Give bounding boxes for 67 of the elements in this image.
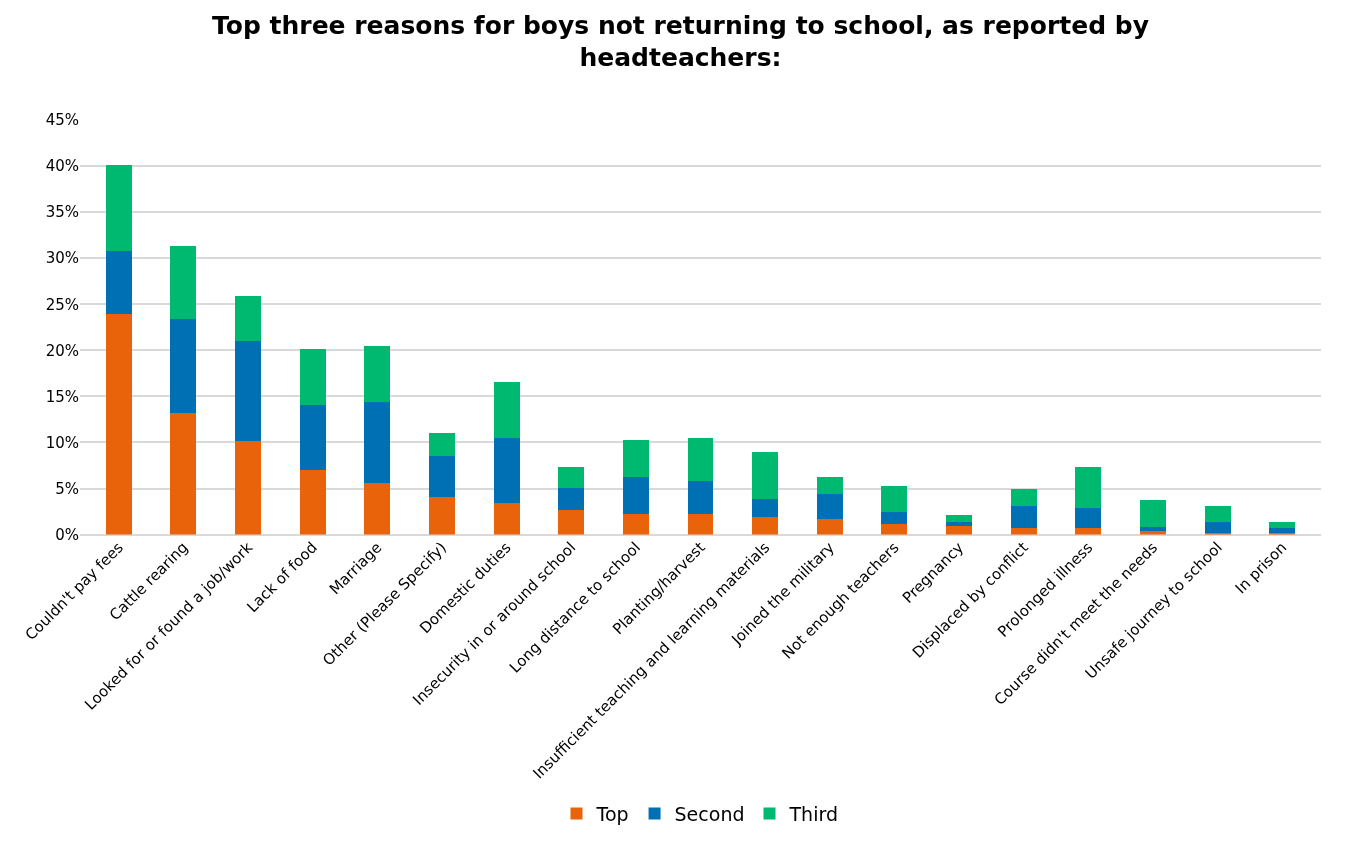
y-tick-label: 30%	[45, 249, 79, 268]
bar	[622, 476, 649, 515]
bar	[881, 512, 908, 524]
bar	[1075, 467, 1102, 508]
bar	[170, 246, 197, 319]
bar	[687, 437, 714, 482]
bar	[493, 503, 520, 535]
bar	[299, 470, 326, 535]
bar	[170, 319, 197, 413]
bar	[1010, 528, 1037, 535]
legend-label: Top	[595, 802, 629, 825]
bar	[687, 514, 714, 535]
bar	[235, 295, 261, 342]
bar	[816, 518, 843, 535]
bar	[816, 476, 843, 495]
bar	[299, 404, 326, 471]
bar	[622, 514, 649, 535]
y-tick-label: 35%	[45, 203, 79, 222]
bar	[881, 485, 908, 513]
chart-title: Top three reasons for boys not returning to school, as reported by headteachers:	[212, 10, 1149, 73]
bar	[1269, 521, 1296, 529]
bar	[752, 498, 779, 518]
bar	[235, 440, 261, 535]
bar	[1204, 506, 1231, 522]
legend-label: Second	[674, 802, 745, 825]
y-tick-label: 45%	[45, 111, 79, 130]
y-tick-label: 0%	[55, 525, 79, 544]
bar	[881, 523, 908, 535]
bar	[752, 451, 779, 499]
bar	[429, 496, 455, 535]
bar	[170, 412, 197, 535]
bar	[752, 517, 779, 535]
bar	[622, 439, 649, 477]
bar	[105, 250, 132, 315]
bar	[946, 515, 972, 522]
y-tick-label: 40%	[45, 157, 79, 176]
bar	[364, 401, 391, 483]
bar	[105, 165, 132, 251]
bar	[816, 494, 843, 519]
bar	[1075, 507, 1102, 529]
bar	[364, 483, 391, 535]
y-tick-label: 25%	[45, 295, 79, 314]
bar	[105, 314, 132, 535]
bar	[493, 437, 520, 504]
bar	[235, 341, 261, 441]
bar	[1269, 528, 1296, 533]
bar	[1010, 506, 1037, 529]
y-tick-label: 15%	[45, 387, 79, 406]
bar	[687, 481, 714, 515]
y-tick-label: 20%	[45, 341, 79, 360]
bar	[1075, 528, 1102, 535]
y-tick-label: 5%	[55, 479, 79, 498]
bar	[1010, 489, 1037, 507]
bar	[558, 467, 585, 488]
bar	[493, 381, 520, 438]
bar	[429, 456, 455, 497]
bar	[558, 509, 585, 535]
bar	[1204, 521, 1231, 533]
bar	[364, 345, 391, 402]
legend-label: Third	[788, 802, 838, 825]
bar	[1140, 499, 1166, 528]
bar	[299, 349, 326, 405]
bar	[946, 526, 972, 535]
bar	[429, 433, 455, 457]
y-tick-label: 10%	[45, 433, 79, 452]
bar	[558, 487, 585, 510]
bar	[1140, 527, 1166, 531]
